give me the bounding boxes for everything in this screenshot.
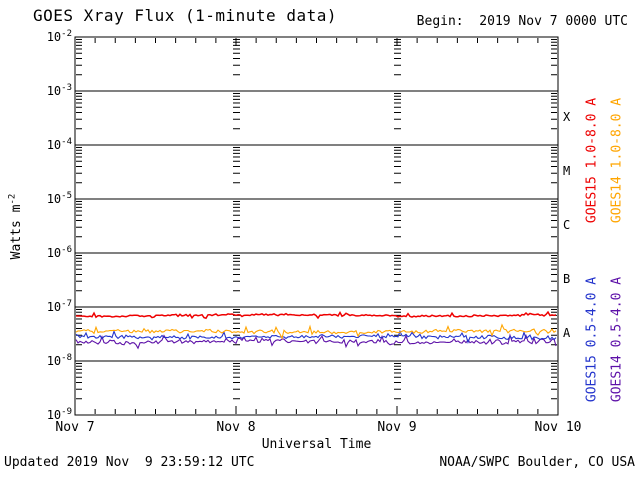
series-line-goes14-0-5-4-0-a	[75, 333, 557, 350]
y-tick-label-10e-9: 10-9	[46, 407, 72, 422]
x-tick-label-nov-10: Nov 10	[534, 420, 582, 435]
flare-class-c: C	[563, 218, 571, 232]
plot-frame	[74, 36, 559, 416]
time-ticks	[94, 38, 539, 414]
y-tick-label-10e-2: 10-2	[46, 29, 72, 44]
y-tick-label-10e-3: 10-3	[46, 83, 72, 98]
decade-gridlines	[75, 90, 558, 362]
begin-timestamp: Begin: 2019 Nov 7 0000 UTC	[416, 14, 628, 29]
series-line-goes15-0-5-4-0-a	[75, 329, 557, 344]
legend-label-goes14-1-0-8-0-a: GOES14 1.0-8.0 A	[609, 97, 625, 224]
chart-title: GOES Xray Flux (1-minute data)	[33, 6, 337, 25]
flare-class-a: A	[563, 326, 571, 340]
legend-label-goes15-0-5-4-0-a: GOES15 0.5-4.0 A	[584, 276, 600, 403]
flare-class-b: B	[563, 272, 571, 286]
y-tick-label-10e-6: 10-6	[46, 245, 72, 260]
x-axis-title: Universal Time	[261, 437, 372, 452]
updated-timestamp: Updated 2019 Nov 9 23:59:12 UTC	[4, 455, 255, 470]
legend-label-goes14-0-5-4-0-a: GOES14 0.5-4.0 A	[609, 276, 625, 403]
legend-label-goes15-1-0-8-0-a: GOES15 1.0-8.0 A	[584, 97, 600, 224]
y-tick-label-10e-7: 10-7	[46, 299, 72, 314]
x-tick-label-nov-9: Nov 9	[377, 420, 417, 435]
y-axis-label: Watts m-2	[7, 193, 24, 260]
source-credit: NOAA/SWPC Boulder, CO USA	[439, 455, 635, 470]
flare-class-m: M	[563, 164, 571, 178]
x-tick-label-nov-7: Nov 7	[55, 420, 95, 435]
flare-class-x: X	[563, 110, 571, 124]
y-tick-label-10e-4: 10-4	[46, 137, 72, 152]
series-line-goes14-1-0-8-0-a	[75, 323, 557, 340]
x-tick-label-nov-8: Nov 8	[216, 420, 256, 435]
data-series	[75, 310, 557, 350]
series-line-goes15-1-0-8-0-a	[75, 310, 557, 320]
y-tick-label-10e-8: 10-8	[46, 353, 72, 368]
y-tick-label-10e-5: 10-5	[46, 191, 72, 206]
